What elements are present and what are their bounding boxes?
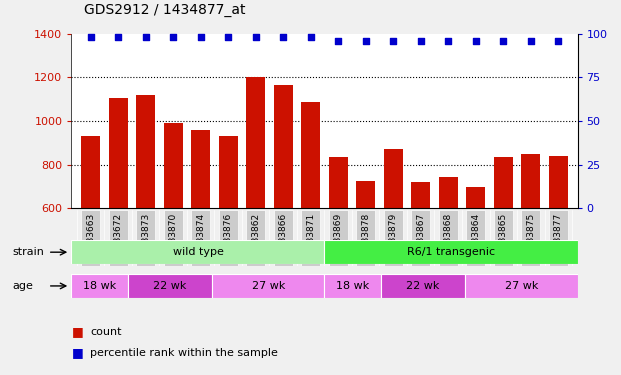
Bar — [411, 182, 430, 208]
Text: GSM83866: GSM83866 — [279, 213, 288, 262]
Text: GSM83869: GSM83869 — [333, 213, 343, 262]
Point — [416, 38, 426, 44]
Bar — [521, 210, 540, 266]
Text: 18 wk: 18 wk — [83, 281, 116, 291]
Bar — [548, 210, 568, 266]
Bar — [384, 149, 403, 208]
Bar — [191, 210, 211, 266]
Bar — [274, 85, 293, 208]
Bar — [438, 177, 458, 208]
Bar — [466, 188, 486, 208]
Bar — [71, 274, 128, 298]
Text: GSM83870: GSM83870 — [169, 213, 178, 262]
Bar — [465, 274, 578, 298]
Bar — [163, 210, 183, 266]
Bar — [191, 130, 211, 208]
Bar — [301, 210, 320, 266]
Text: GSM83877: GSM83877 — [554, 213, 563, 262]
Text: 22 wk: 22 wk — [153, 281, 186, 291]
Bar — [219, 210, 238, 266]
Bar — [381, 274, 465, 298]
Text: GSM83865: GSM83865 — [499, 213, 508, 262]
Bar — [494, 157, 513, 208]
Point — [498, 38, 508, 44]
Point — [361, 38, 371, 44]
Point — [333, 38, 343, 44]
Point — [223, 34, 233, 40]
Text: 27 wk: 27 wk — [505, 281, 538, 291]
Bar — [466, 210, 486, 266]
Text: ■: ■ — [71, 346, 83, 359]
Bar — [136, 210, 155, 266]
Bar — [329, 157, 348, 208]
Text: R6/1 transgenic: R6/1 transgenic — [407, 247, 495, 257]
Bar — [274, 210, 293, 266]
Text: GSM83871: GSM83871 — [306, 213, 315, 262]
Point — [388, 38, 398, 44]
Text: 27 wk: 27 wk — [252, 281, 285, 291]
Text: GSM83878: GSM83878 — [361, 213, 370, 262]
Bar — [521, 154, 540, 208]
Text: GSM83864: GSM83864 — [471, 213, 480, 262]
Text: 18 wk: 18 wk — [336, 281, 369, 291]
Bar — [356, 181, 375, 208]
Bar — [81, 210, 101, 266]
Bar — [325, 240, 578, 264]
Point — [278, 34, 288, 40]
Text: GDS2912 / 1434877_at: GDS2912 / 1434877_at — [84, 3, 245, 17]
Bar — [438, 210, 458, 266]
Text: GSM83867: GSM83867 — [416, 213, 425, 262]
Bar — [128, 274, 212, 298]
Point — [196, 34, 206, 40]
Point — [526, 38, 536, 44]
Bar — [219, 136, 238, 208]
Bar — [81, 136, 101, 208]
Text: GSM83672: GSM83672 — [114, 213, 123, 262]
Point — [443, 38, 453, 44]
Bar — [356, 210, 375, 266]
Text: count: count — [90, 327, 122, 337]
Point — [553, 38, 563, 44]
Bar — [494, 210, 513, 266]
Bar — [136, 95, 155, 208]
Bar — [109, 210, 128, 266]
Point — [86, 34, 96, 40]
Point — [251, 34, 261, 40]
Bar — [212, 274, 325, 298]
Bar — [246, 77, 265, 208]
Bar — [301, 102, 320, 208]
Text: age: age — [12, 281, 34, 291]
Bar — [71, 240, 325, 264]
Point — [141, 34, 151, 40]
Text: GSM83876: GSM83876 — [224, 213, 233, 262]
Text: GSM83873: GSM83873 — [141, 213, 150, 262]
Bar — [411, 210, 430, 266]
Point — [306, 34, 315, 40]
Text: ■: ■ — [71, 326, 83, 338]
Text: wild type: wild type — [173, 247, 224, 257]
Text: GSM83868: GSM83868 — [444, 213, 453, 262]
Text: GSM83879: GSM83879 — [389, 213, 397, 262]
Bar — [329, 210, 348, 266]
Bar — [163, 123, 183, 208]
Point — [168, 34, 178, 40]
Text: GSM83663: GSM83663 — [86, 213, 95, 262]
Bar — [384, 210, 403, 266]
Bar — [325, 274, 381, 298]
Text: strain: strain — [12, 247, 44, 257]
Text: percentile rank within the sample: percentile rank within the sample — [90, 348, 278, 357]
Text: GSM83862: GSM83862 — [252, 213, 260, 262]
Bar — [246, 210, 265, 266]
Point — [471, 38, 481, 44]
Text: GSM83875: GSM83875 — [526, 213, 535, 262]
Point — [113, 34, 123, 40]
Text: GSM83874: GSM83874 — [196, 213, 205, 262]
Bar — [548, 156, 568, 208]
Bar — [109, 98, 128, 208]
Text: 22 wk: 22 wk — [406, 281, 440, 291]
